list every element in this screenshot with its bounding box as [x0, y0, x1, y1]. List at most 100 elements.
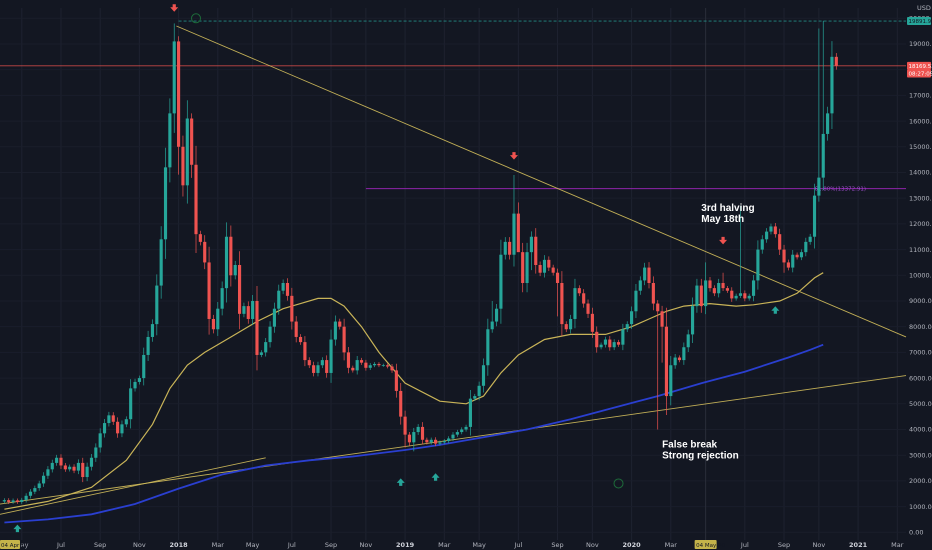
candle-body — [216, 308, 220, 330]
candle-body — [342, 326, 346, 353]
candle-body — [464, 426, 468, 430]
candle-body — [381, 365, 385, 367]
candle-body — [272, 308, 276, 327]
candle-body — [799, 252, 804, 258]
candle-body — [447, 438, 451, 442]
moving-average-yellow — [4, 272, 824, 510]
candle-body — [85, 466, 89, 478]
candle-body — [251, 300, 255, 319]
candle-body — [290, 295, 294, 322]
candle-body — [281, 282, 285, 291]
candle-body — [599, 344, 603, 348]
candle-body — [525, 252, 529, 283]
candle-body — [412, 432, 416, 443]
circle-marker — [613, 478, 624, 489]
time-tick-label: Jul — [740, 541, 749, 549]
candle-body — [355, 360, 359, 371]
grid — [0, 8, 906, 540]
down-arrow-marker — [170, 4, 179, 12]
candle-body — [612, 342, 616, 348]
candle-body — [560, 282, 564, 325]
first-date-badge — [0, 540, 20, 549]
candle-body — [564, 324, 568, 330]
candle-body — [808, 236, 812, 242]
down-arrow-marker — [509, 152, 518, 160]
candle-body — [198, 234, 202, 242]
candle-body — [608, 339, 612, 348]
annotation-text: False break — [662, 439, 717, 450]
candle-body — [59, 457, 63, 466]
candle-body — [738, 293, 743, 296]
candle-body — [399, 390, 403, 417]
price-tick-label: 9000.00 — [909, 297, 932, 305]
candle-body — [542, 259, 547, 273]
candle-body — [595, 331, 599, 348]
candle-body — [116, 421, 120, 434]
candle-body — [529, 236, 533, 253]
candle-body — [494, 308, 499, 322]
candle-body — [203, 241, 207, 263]
time-tick-label: 2021 — [849, 541, 868, 549]
candle-body — [211, 318, 216, 330]
price-tick-label: 10000.00 — [909, 271, 932, 279]
price-tick-label: 14000.00 — [909, 169, 932, 177]
candle-body — [177, 41, 181, 147]
candle-body — [699, 285, 703, 307]
price-tick-label: 0.00 — [909, 528, 923, 536]
candle-body — [390, 366, 394, 371]
annotation-text: 3rd halving — [701, 203, 754, 214]
candle-body — [586, 303, 590, 314]
candle-body — [630, 311, 634, 325]
candle-body — [146, 336, 150, 355]
candle-body — [486, 329, 490, 366]
candle-body — [320, 360, 324, 366]
candle-body — [834, 56, 838, 66]
candle-body — [677, 357, 682, 361]
candle-body — [24, 495, 28, 500]
time-tick-label: Jul — [287, 541, 296, 549]
time-tick-label: Nov — [813, 541, 826, 549]
candle-body — [555, 272, 560, 283]
annotation-text: May 18th — [701, 214, 744, 225]
candle-body — [508, 241, 512, 255]
price-badge — [907, 17, 931, 26]
trendline — [0, 457, 266, 515]
candle-body — [778, 234, 782, 250]
candle-body — [194, 164, 198, 235]
annotation-text: Strong rejection — [662, 450, 739, 461]
candle-body — [233, 265, 237, 276]
candle-body — [434, 439, 438, 444]
candle-body — [246, 306, 250, 319]
price-axis[interactable]: USD 20000.0019000.0018000.0017000.001600… — [907, 4, 932, 536]
time-tick-label: May — [472, 541, 486, 549]
candle-body — [442, 441, 446, 443]
candle-body — [94, 447, 98, 458]
candle-body — [603, 339, 608, 345]
time-tick-label: Mar — [665, 541, 678, 549]
candle-body — [717, 282, 721, 294]
date-badge — [694, 540, 717, 549]
price-badge — [907, 61, 931, 70]
candle-body — [150, 324, 155, 337]
candle-body — [751, 280, 756, 296]
candle-body — [826, 113, 830, 134]
candle-body — [312, 365, 316, 373]
candle-body — [695, 285, 699, 307]
candle-body — [804, 241, 808, 253]
candle-body — [686, 334, 690, 348]
candle-body — [477, 385, 481, 397]
candle-body — [172, 41, 176, 114]
candle-body — [743, 293, 747, 299]
candle-body — [512, 213, 516, 255]
time-axis[interactable]: May Jul Sep Nov 2018 Mar May Jul Sep Nov 2019 Mar Ma… — [0, 540, 904, 549]
candle-body — [124, 419, 128, 425]
candle-body — [33, 488, 37, 492]
time-tick-label: Sep — [778, 541, 790, 549]
time-tick-label: Sep — [325, 541, 337, 549]
time-tick-label: 2020 — [623, 541, 642, 549]
candle-body — [499, 254, 503, 309]
candle-body — [821, 133, 825, 178]
candle-body — [490, 321, 494, 330]
